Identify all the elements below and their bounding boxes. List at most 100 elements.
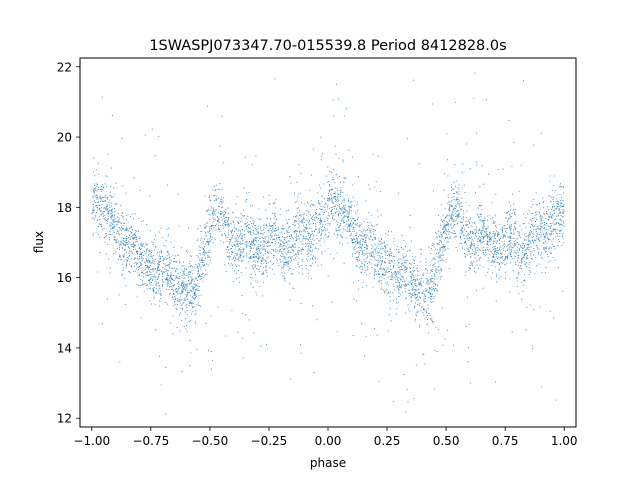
data-point (547, 261, 549, 263)
data-point (398, 283, 401, 285)
data-point (517, 264, 519, 266)
data-point (150, 273, 152, 275)
data-point (194, 286, 196, 288)
data-point (181, 319, 183, 322)
data-point (379, 252, 381, 254)
data-point (101, 229, 103, 231)
data-point (398, 284, 401, 286)
data-point (542, 222, 544, 224)
data-point (277, 262, 279, 264)
data-point (305, 236, 307, 238)
data-point (196, 279, 199, 281)
data-point (482, 236, 484, 238)
data-point (353, 238, 355, 240)
data-point (131, 237, 133, 239)
data-point (145, 260, 147, 262)
data-point (329, 188, 331, 191)
data-point (106, 205, 108, 207)
data-point (338, 194, 340, 196)
data-point (158, 273, 160, 275)
data-point (549, 248, 551, 250)
data-point (450, 219, 452, 221)
data-point (451, 227, 453, 229)
data-point (255, 240, 257, 242)
data-point (254, 238, 256, 240)
data-point (116, 239, 118, 241)
data-point (288, 246, 290, 248)
data-point (113, 227, 115, 229)
data-point (254, 234, 256, 236)
data-point (509, 252, 511, 254)
data-point (389, 262, 391, 264)
data-point (427, 280, 429, 282)
data-point (515, 227, 517, 229)
data-point (198, 264, 201, 266)
data-point (203, 238, 205, 240)
data-point (287, 243, 289, 245)
data-point (510, 250, 513, 252)
data-point (379, 256, 381, 258)
data-point (314, 230, 316, 232)
data-point (535, 211, 537, 213)
data-point (380, 242, 382, 244)
data-point (150, 255, 152, 257)
data-point (174, 277, 176, 279)
data-point (348, 220, 350, 222)
data-point (225, 216, 227, 218)
data-point (300, 249, 302, 251)
data-point (470, 245, 472, 247)
data-point (475, 230, 477, 232)
data-point (435, 253, 438, 255)
data-point (401, 262, 403, 265)
data-point (195, 288, 197, 290)
data-point (478, 240, 480, 243)
data-point (472, 240, 474, 242)
data-point (315, 246, 317, 248)
data-point (561, 235, 564, 237)
data-point (289, 247, 292, 249)
data-point (495, 381, 497, 383)
data-point (490, 250, 492, 252)
data-point (417, 303, 419, 306)
data-point (406, 267, 408, 269)
data-point (94, 195, 96, 197)
data-point (344, 215, 346, 218)
data-point (189, 320, 191, 322)
data-point (237, 258, 239, 260)
data-point (448, 219, 450, 221)
data-point (164, 263, 166, 265)
data-point (240, 237, 243, 239)
data-point (501, 226, 503, 228)
data-point (193, 288, 195, 290)
data-point (105, 209, 108, 211)
data-point (384, 292, 386, 294)
data-point (293, 237, 295, 240)
data-point (522, 251, 524, 253)
data-point (220, 224, 222, 227)
data-point (497, 169, 499, 171)
data-point (312, 204, 314, 206)
data-point (238, 249, 240, 251)
data-point (124, 303, 126, 305)
data-point (433, 275, 435, 277)
data-point (442, 253, 444, 255)
data-point (466, 143, 468, 145)
data-point (488, 233, 491, 235)
data-point (372, 153, 374, 155)
data-point (167, 303, 169, 305)
data-point (320, 159, 323, 161)
data-point (130, 226, 132, 229)
data-point (169, 286, 171, 288)
data-point (129, 271, 131, 274)
data-point (286, 222, 288, 225)
data-point (371, 255, 373, 257)
data-point (361, 250, 363, 252)
data-point (171, 282, 173, 285)
data-point (297, 262, 299, 264)
data-point (446, 230, 448, 232)
data-point (544, 248, 546, 250)
data-point (363, 355, 366, 357)
data-point (240, 225, 242, 227)
data-point (182, 280, 184, 282)
data-point (229, 252, 231, 254)
